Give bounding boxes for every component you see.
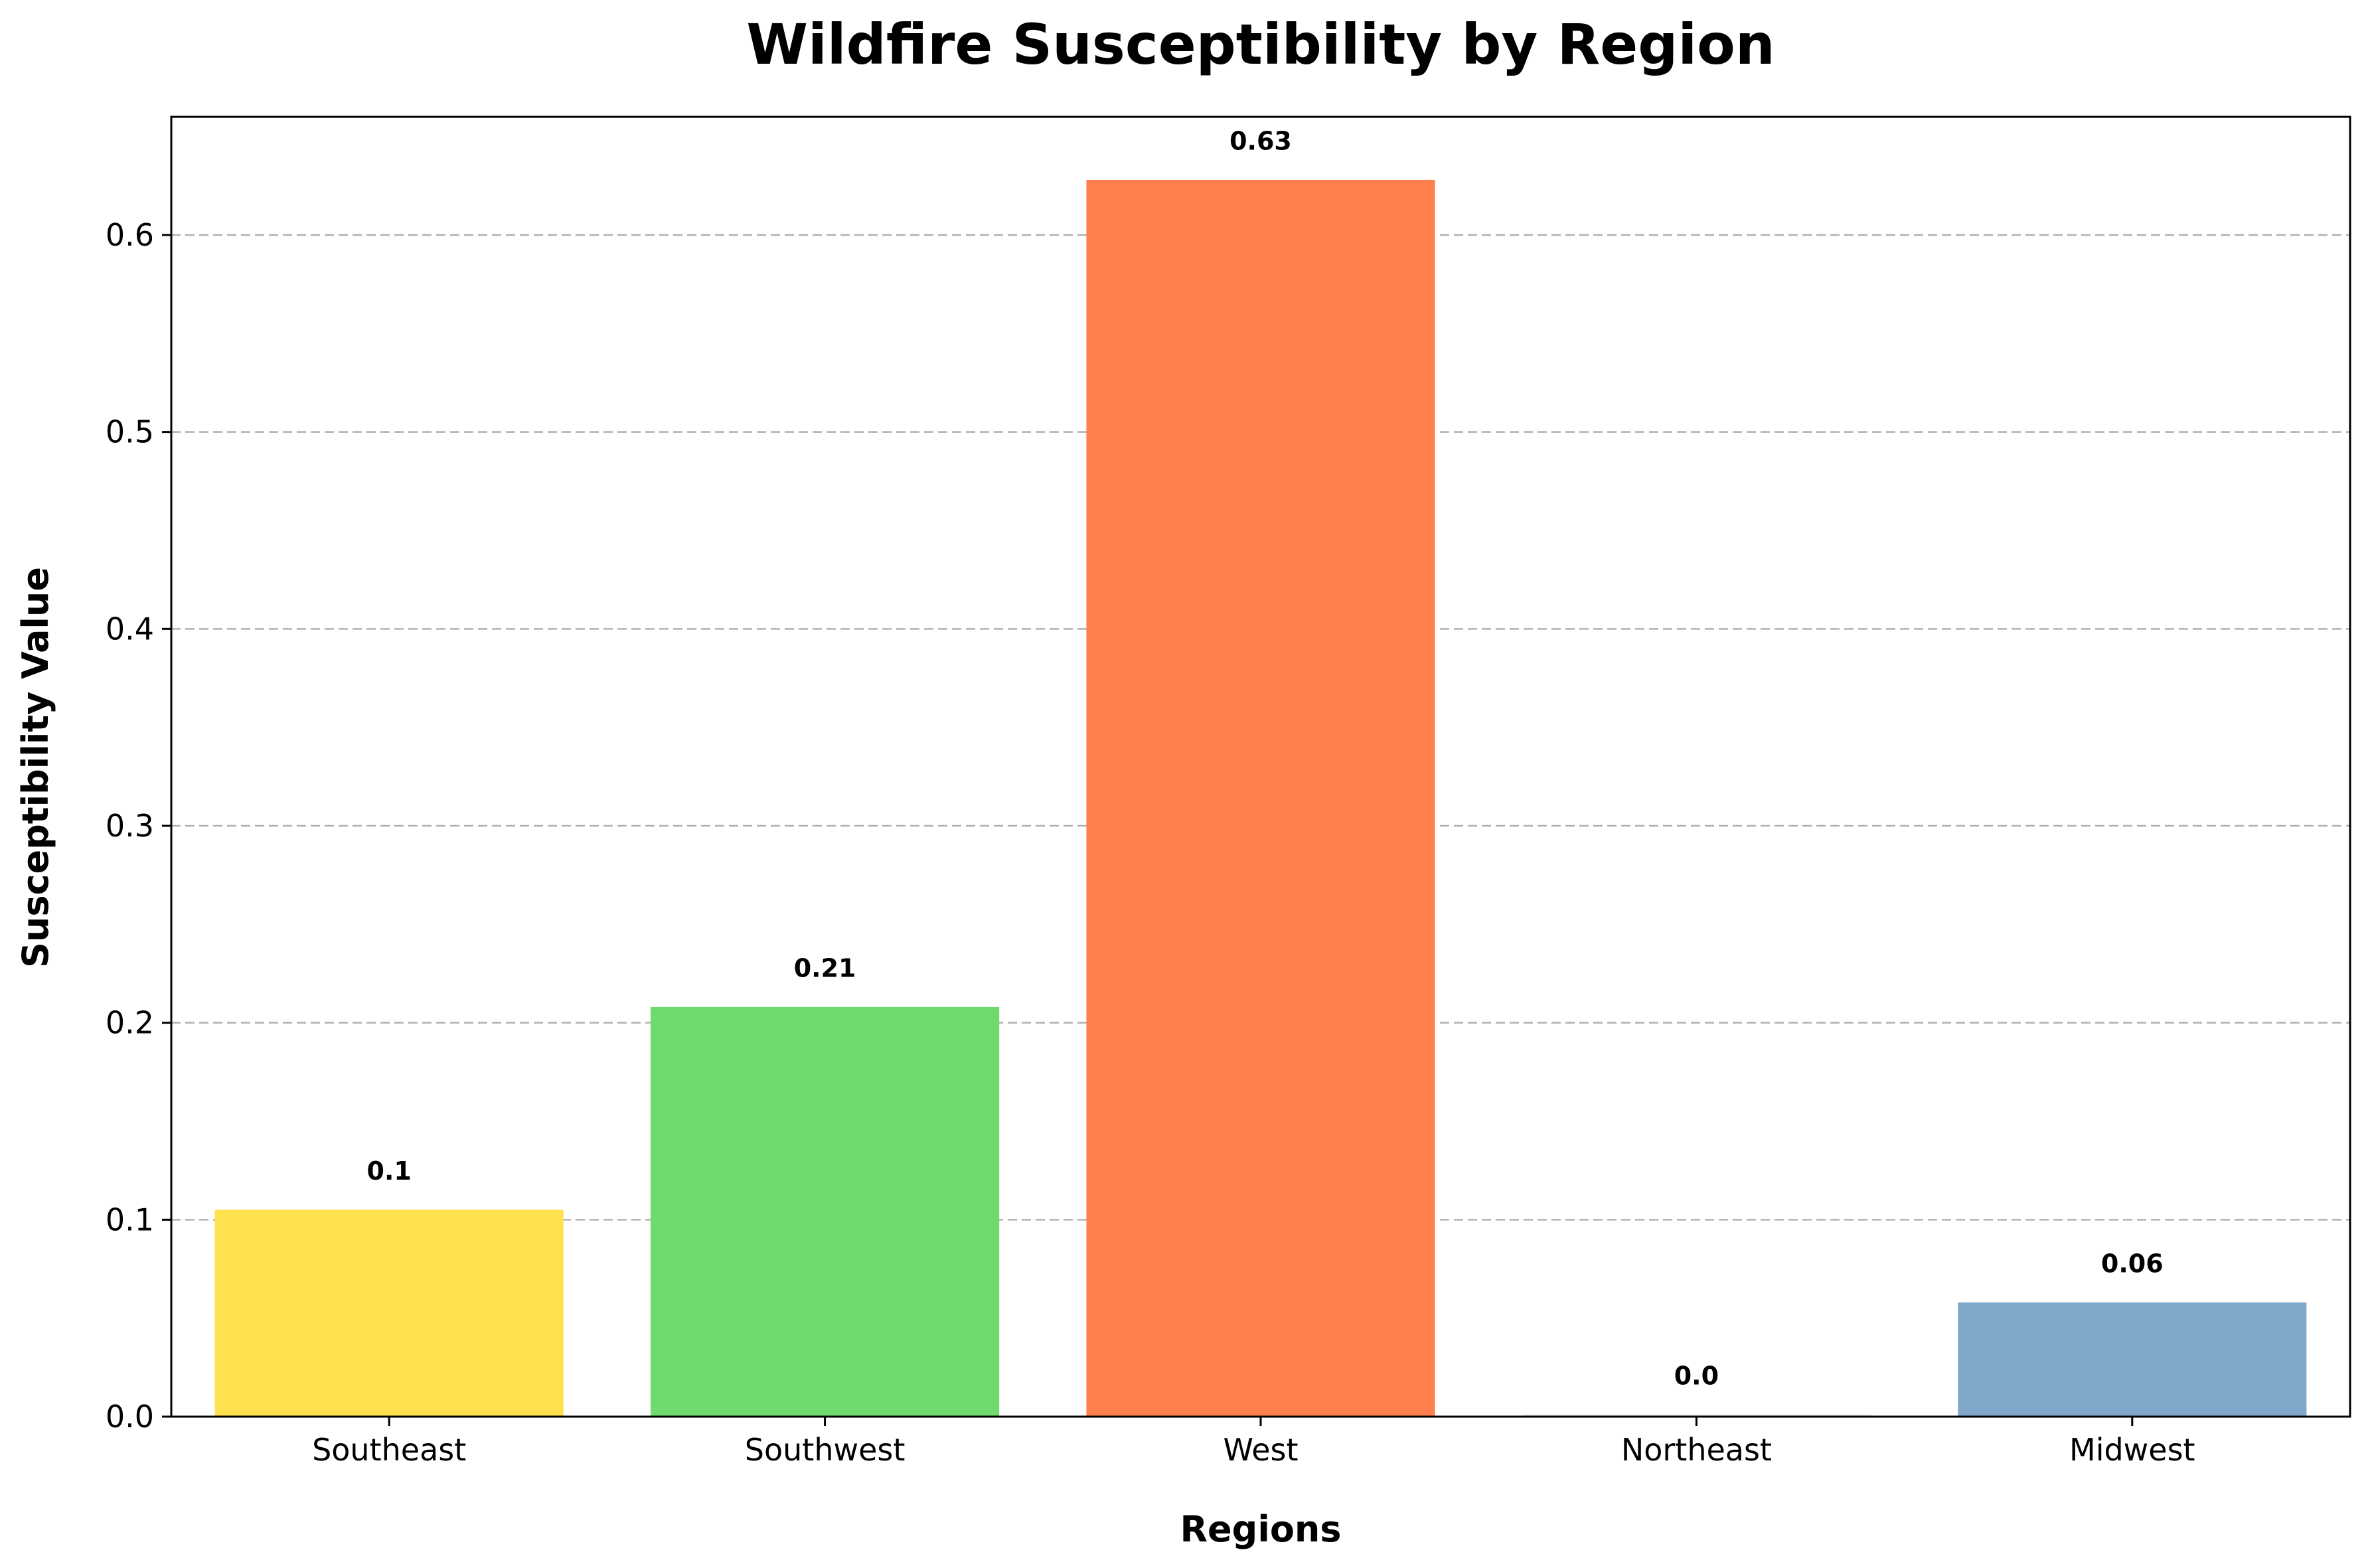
y-axis-title: Susceptibility Value [15,567,56,968]
chart-title: Wildfire Susceptibility by Region [746,12,1775,77]
y-tick-label: 0.3 [106,808,154,844]
data-label-southeast: 0.1 [367,1156,412,1186]
y-tick-label: 0.4 [106,611,154,647]
bar-southeast [214,1210,564,1417]
bar-west [1086,179,1435,1417]
x-tick-label-midwest: Midwest [2069,1432,2195,1468]
x-tick-label-west: West [1223,1432,1298,1468]
data-label-midwest: 0.06 [2101,1249,2164,1279]
y-axis-ticks: 0.0 0.1 0.2 0.3 0.4 0.5 0.6 [106,217,171,1435]
x-tick-label-southwest: Southwest [745,1432,906,1468]
y-tick-label: 0.2 [106,1005,154,1041]
bar-southwest [651,1006,1000,1417]
data-labels-layer: 0.1 0.21 0.63 0.0 0.06 [367,127,2164,1391]
y-tick-label: 0.1 [106,1202,154,1237]
x-tick-label-southeast: Southeast [312,1432,466,1468]
data-label-southwest: 0.21 [794,954,856,983]
x-axis-title: Regions [1180,1508,1341,1550]
y-tick-label: 0.0 [106,1399,154,1435]
x-tick-label-northeast: Northeast [1621,1432,1772,1468]
x-axis-ticks: Southeast Southwest West Northeast Midwest [312,1417,2195,1468]
bar-midwest [1958,1302,2307,1417]
data-label-west: 0.63 [1229,127,1292,156]
y-tick-label: 0.6 [106,217,154,253]
data-label-northeast: 0.0 [1674,1362,1719,1391]
bars-layer [214,179,2307,1417]
y-tick-label: 0.5 [106,414,154,450]
